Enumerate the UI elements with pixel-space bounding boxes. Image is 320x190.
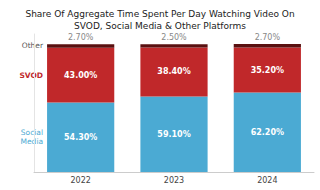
svg-text:SVOD: SVOD bbox=[19, 71, 43, 80]
svg-text:2023: 2023 bbox=[164, 176, 184, 185]
svg-text:2.70%: 2.70% bbox=[68, 33, 94, 42]
svg-text:62.20%: 62.20% bbox=[251, 128, 284, 137]
svg-text:2.50%: 2.50% bbox=[161, 33, 187, 42]
svg-text:Other: Other bbox=[22, 41, 44, 50]
svg-text:Share Of Aggregate Time Spent: Share Of Aggregate Time Spent Per Day Wa… bbox=[25, 9, 294, 19]
svg-text:2024: 2024 bbox=[257, 176, 277, 185]
svg-text:43.00%: 43.00% bbox=[64, 71, 97, 80]
svg-text:2.70%: 2.70% bbox=[255, 33, 281, 42]
svg-text:59.10%: 59.10% bbox=[157, 130, 190, 139]
svg-text:Media: Media bbox=[21, 137, 44, 146]
svg-text:SVOD, Social Media & Other Pla: SVOD, Social Media & Other Platforms bbox=[74, 21, 246, 31]
svg-text:35.20%: 35.20% bbox=[251, 66, 284, 75]
svg-text:Social: Social bbox=[21, 128, 43, 137]
svg-text:38.40%: 38.40% bbox=[157, 67, 190, 76]
svg-text:54.30%: 54.30% bbox=[64, 133, 97, 142]
svg-text:2022: 2022 bbox=[70, 176, 90, 185]
